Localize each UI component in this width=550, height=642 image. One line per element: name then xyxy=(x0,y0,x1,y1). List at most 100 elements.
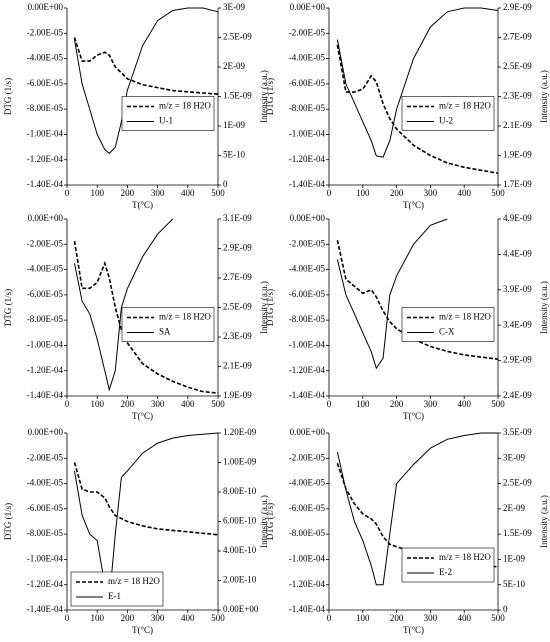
x-tick-label: 300 xyxy=(151,399,165,409)
x-axis-title: T(°C) xyxy=(132,411,153,421)
y-tick-label: -1.20E-04 xyxy=(27,579,64,589)
x-axis-title: T(°C) xyxy=(403,411,424,421)
data-line xyxy=(336,240,499,360)
y2-tick-label: 4.4E-09 xyxy=(503,248,532,258)
panel: 0.00E+00 -2.00E-05 -4.00E-05 -6.00E-05 -8.00… xyxy=(3,427,269,635)
legend-label: m/z = 18 H2O xyxy=(439,101,491,111)
x-tick-label: 500 xyxy=(211,613,225,623)
y2-tick-label: 1E-09 xyxy=(223,120,245,130)
x-tick-label: 400 xyxy=(457,399,471,409)
y-tick-label: -4.00E-05 xyxy=(27,264,64,274)
legend-label: m/z = 18 H2O xyxy=(439,552,491,562)
y-tick-label: -8.00E-05 xyxy=(289,103,326,113)
data-line xyxy=(74,432,219,601)
y-tick-label: -4.00E-05 xyxy=(289,478,326,488)
y-axis-title: DTG (1/s) xyxy=(3,289,13,326)
y2-tick-label: 2.5E-09 xyxy=(223,32,252,42)
y-tick-label: -1.40E-04 xyxy=(27,390,64,400)
legend-box xyxy=(401,307,495,342)
y2-tick-label: 2.3E-09 xyxy=(223,331,252,341)
y2-tick-label: 3.1E-09 xyxy=(223,213,252,223)
y-tick-label: -1.40E-04 xyxy=(289,179,326,189)
y2-tick-label: 2.1E-09 xyxy=(223,361,252,371)
y-tick-label: -4.00E-05 xyxy=(289,53,326,63)
legend-label: m/z = 18 H2O xyxy=(108,576,160,586)
y2-tick-label: 2.7E-09 xyxy=(503,32,532,42)
x-tick-label: 300 xyxy=(151,188,165,198)
y2-tick-label: 4.9E-09 xyxy=(503,213,532,223)
y2-axis-title: Intensity (a.u.) xyxy=(259,70,269,123)
y2-tick-label: 3.9E-09 xyxy=(503,284,532,294)
y-tick-label: 0.00E+00 xyxy=(290,2,326,12)
legend-label: E-1 xyxy=(108,591,121,601)
x-axis-title: T(°C) xyxy=(403,200,424,210)
y2-tick-label: 4.00E-10 xyxy=(223,545,257,555)
x-tick-label: 0 xyxy=(65,399,70,409)
y2-tick-label: 2.9E-09 xyxy=(503,355,532,365)
y-tick-label: 0.00E+00 xyxy=(290,213,326,223)
y2-axis-title: Intensity (a.u.) xyxy=(539,495,549,548)
y-tick-label: -1.00E-04 xyxy=(27,339,64,349)
y-tick-label: -1.00E-04 xyxy=(27,553,64,563)
y-tick-label: -2.00E-05 xyxy=(289,238,326,248)
y-tick-label: -1.20E-04 xyxy=(27,365,64,375)
y-tick-label: -6.00E-05 xyxy=(27,289,64,299)
panel: 0.00E+00 -2.00E-05 -4.00E-05 -6.00E-05 -8.00… xyxy=(265,213,549,421)
y2-tick-label: 1E-09 xyxy=(503,553,525,563)
x-tick-label: 200 xyxy=(121,399,135,409)
panel: 0.00E+00 -2.00E-05 -4.00E-05 -6.00E-05 -8.00… xyxy=(265,427,549,635)
y2-tick-label: 1.9E-09 xyxy=(223,390,252,400)
x-tick-label: 300 xyxy=(424,613,438,623)
y-tick-label: -1.40E-04 xyxy=(289,390,326,400)
y-tick-label: -1.00E-04 xyxy=(289,553,326,563)
y2-tick-label: 2.00E-10 xyxy=(223,575,257,585)
y-tick-label: -1.20E-04 xyxy=(289,154,326,164)
y-tick-label: 0.00E+00 xyxy=(28,2,64,12)
x-tick-label: 500 xyxy=(211,399,225,409)
y2-tick-label: 2.9E-09 xyxy=(503,2,532,12)
y2-tick-label: 2.1E-09 xyxy=(503,120,532,130)
x-tick-label: 0 xyxy=(327,399,332,409)
legend-label: m/z = 18 H2O xyxy=(159,312,211,322)
x-tick-label: 100 xyxy=(356,188,370,198)
x-tick-label: 400 xyxy=(181,399,195,409)
data-line xyxy=(74,7,219,155)
y2-tick-label: 0 xyxy=(223,179,228,189)
legend-box xyxy=(70,571,164,607)
x-tick-label: 400 xyxy=(181,188,195,198)
x-tick-label: 300 xyxy=(151,613,165,623)
y2-axis-title: Intensity (a.u.) xyxy=(539,281,549,334)
x-tick-label: 500 xyxy=(491,188,505,198)
y2-tick-label: 2.9E-09 xyxy=(223,243,252,253)
y2-tick-label: 1.00E-09 xyxy=(223,457,257,467)
y-tick-label: -6.00E-05 xyxy=(289,78,326,88)
panel: 0.00E+00 -2.00E-05 -4.00E-05 -6.00E-05 -8.00… xyxy=(265,2,549,210)
y2-tick-label: 8.00E-10 xyxy=(223,486,257,496)
y2-axis-title: Intensity (a.u.) xyxy=(539,70,549,123)
y-axis-title: DTG (1/s) xyxy=(265,503,275,540)
data-line xyxy=(73,240,219,394)
y2-tick-label: 3E-09 xyxy=(503,452,525,462)
y-tick-label: -1.20E-04 xyxy=(27,154,64,164)
y2-tick-label: 2.5E-09 xyxy=(503,61,532,71)
y2-tick-label: 2.5E-09 xyxy=(503,478,532,488)
legend-label: U-2 xyxy=(439,116,453,126)
y-tick-label: -4.00E-05 xyxy=(27,478,64,488)
x-tick-label: 200 xyxy=(121,613,135,623)
y-tick-label: -6.00E-05 xyxy=(289,289,326,299)
y2-tick-label: 1.5E-09 xyxy=(503,528,532,538)
y-tick-label: -8.00E-05 xyxy=(27,528,64,538)
x-tick-label: 100 xyxy=(90,399,104,409)
y-tick-label: -4.00E-05 xyxy=(27,53,64,63)
data-line xyxy=(74,218,174,392)
y-axis-title: DTG (1/s) xyxy=(3,78,13,115)
y-tick-label: -1.40E-04 xyxy=(27,179,64,189)
legend-box xyxy=(401,96,495,131)
y2-tick-label: 2E-09 xyxy=(503,503,525,513)
y2-tick-label: 2.4E-09 xyxy=(503,390,532,400)
y2-tick-label: 1.5E-09 xyxy=(223,91,252,101)
legend-label: m/z = 18 H2O xyxy=(439,312,491,322)
y2-tick-label: 3E-09 xyxy=(223,2,245,12)
